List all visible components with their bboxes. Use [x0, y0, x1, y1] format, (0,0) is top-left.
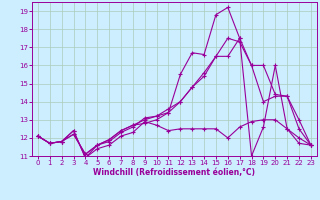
X-axis label: Windchill (Refroidissement éolien,°C): Windchill (Refroidissement éolien,°C): [93, 168, 255, 177]
